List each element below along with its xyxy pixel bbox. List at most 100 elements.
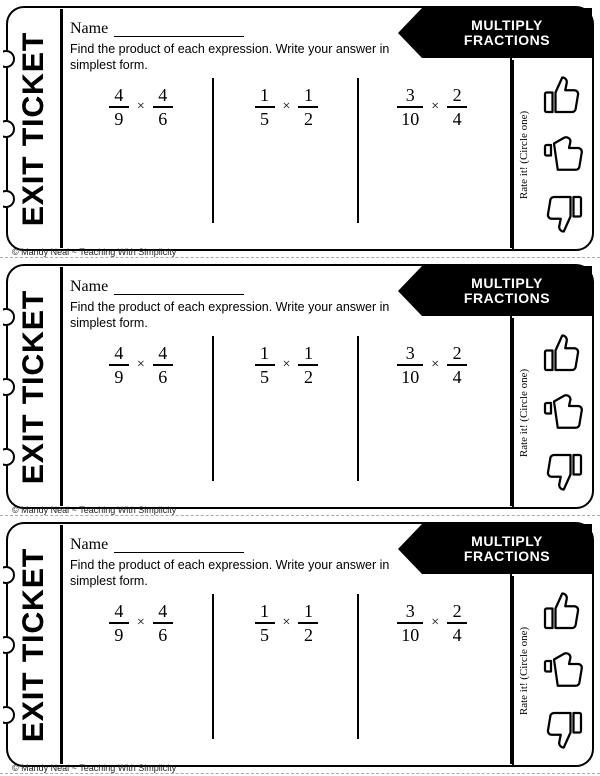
rate-it-column: Rate it! (Circle one) xyxy=(512,60,592,249)
problem-cell: 310×24 xyxy=(359,78,505,233)
thumbs-group xyxy=(534,318,592,507)
fraction: 46 xyxy=(153,86,173,128)
fraction: 12 xyxy=(298,86,318,128)
numerator: 1 xyxy=(300,344,317,364)
fraction: 15 xyxy=(255,602,275,644)
numerator: 1 xyxy=(256,602,273,622)
expression: 15×12 xyxy=(255,86,319,128)
times-operator: × xyxy=(137,615,145,631)
thumbs-up-icon[interactable] xyxy=(539,328,587,376)
expression: 15×12 xyxy=(255,344,319,386)
thumbs-up-icon[interactable] xyxy=(539,70,587,118)
denominator: 4 xyxy=(449,624,466,644)
thumbs-side-icon[interactable] xyxy=(539,388,587,436)
numerator: 1 xyxy=(300,602,317,622)
problem-cell: 310×24 xyxy=(359,594,505,749)
denominator: 6 xyxy=(154,624,171,644)
exit-ticket: EXIT TICKET Name MULTIPLYFRACTIONS Find the… xyxy=(0,516,600,774)
fraction: 49 xyxy=(109,86,129,128)
exit-ticket-label: EXIT TICKET xyxy=(8,8,60,249)
thumbs-down-icon[interactable] xyxy=(539,449,587,497)
denominator: 2 xyxy=(300,624,317,644)
thumbs-down-icon[interactable] xyxy=(539,191,587,239)
fraction: 310 xyxy=(397,602,423,644)
problem-cell: 49×46 xyxy=(68,336,214,491)
numerator: 4 xyxy=(110,86,127,106)
name-input-line[interactable] xyxy=(114,279,244,295)
instructions-text: Find the product of each expression. Wri… xyxy=(70,558,400,589)
fraction: 12 xyxy=(298,602,318,644)
numerator: 4 xyxy=(110,344,127,364)
denominator: 10 xyxy=(397,108,423,128)
problem-cell: 49 × 4 6 xyxy=(68,594,214,749)
times-operator: × xyxy=(283,99,291,115)
problems-row: 49×4615×12310×24 xyxy=(68,78,505,233)
exit-ticket-label: EXIT TICKET xyxy=(8,266,60,507)
fraction: 310 xyxy=(397,86,423,128)
banner-line-2: FRACTIONS xyxy=(464,291,550,306)
title-banner: MULTIPLYFRACTIONS xyxy=(422,524,592,574)
exit-ticket: EXIT TICKET Name MULTIPLYFRACTIONS Find the… xyxy=(0,258,600,516)
fraction: 310 xyxy=(397,344,423,386)
times-operator: × xyxy=(283,357,291,373)
divider-line xyxy=(60,525,63,764)
problem-cell: 15×12 xyxy=(214,78,360,233)
numerator: 3 xyxy=(402,344,419,364)
numerator: 4 xyxy=(154,344,171,364)
times-operator: × xyxy=(283,615,291,631)
thumbs-side-icon[interactable] xyxy=(539,130,587,178)
numerator: 1 xyxy=(300,86,317,106)
denominator: 9 xyxy=(110,624,127,644)
numerator: 1 xyxy=(256,86,273,106)
banner-line-1: MULTIPLY xyxy=(471,18,543,33)
times-operator: × xyxy=(137,357,145,373)
thumbs-group xyxy=(534,576,592,765)
fraction: 49 xyxy=(109,344,129,386)
thumbs-up-icon[interactable] xyxy=(539,586,587,634)
numerator: 3 xyxy=(402,602,419,622)
banner-line-2: FRACTIONS xyxy=(464,549,550,564)
expression: 310×24 xyxy=(397,344,467,386)
name-label: Name xyxy=(70,536,108,554)
name-input-line[interactable] xyxy=(114,21,244,37)
numerator: 3 xyxy=(402,86,419,106)
numerator: 4 xyxy=(154,86,171,106)
times-operator: × xyxy=(137,99,145,115)
numerator: 2 xyxy=(449,602,466,622)
problem-cell: 15×12 xyxy=(214,336,360,491)
exit-ticket: EXIT TICKETNameMULTIPLYFRACTIONSFind the… xyxy=(0,0,600,258)
denominator: 5 xyxy=(256,624,273,644)
denominator: 4 xyxy=(449,366,466,386)
rate-it-label: Rate it! (Circle one) xyxy=(514,576,534,765)
numerator: 2 xyxy=(449,344,466,364)
fraction: 46 xyxy=(153,344,173,386)
thumbs-down-icon[interactable] xyxy=(539,707,587,755)
rate-it-column: Rate it! (Circle one) xyxy=(512,576,592,765)
denominator: 9 xyxy=(110,366,127,386)
fraction: 49 xyxy=(109,602,129,644)
expression: 49 × 4 6 xyxy=(109,602,173,644)
thumbs-side-icon[interactable] xyxy=(539,646,587,694)
fraction: 24 xyxy=(447,602,467,644)
problem-cell: 310×24 xyxy=(359,336,505,491)
copyright-text: © Mandy Neal ~ Teaching With Simplicity xyxy=(12,247,176,257)
denominator: 4 xyxy=(449,108,466,128)
title-banner: MULTIPLYFRACTIONS xyxy=(422,266,592,316)
name-input-line[interactable] xyxy=(114,537,244,553)
divider-line xyxy=(60,267,63,506)
name-label: Name xyxy=(70,278,108,296)
banner-line-2: FRACTIONS xyxy=(464,33,550,48)
denominator: 2 xyxy=(300,108,317,128)
instructions-text: Find the product of each expression. Wri… xyxy=(70,300,400,331)
divider-line xyxy=(60,9,63,248)
denominator: 10 xyxy=(397,624,423,644)
expression: 49×46 xyxy=(109,344,173,386)
denominator: 6 xyxy=(154,108,171,128)
instructions-text: Find the product of each expression. Wri… xyxy=(70,42,400,73)
rate-it-label: Rate it! (Circle one) xyxy=(514,60,534,249)
exit-ticket-label: EXIT TICKET xyxy=(8,524,60,765)
problem-cell: 15×12 xyxy=(214,594,360,749)
numerator: 4 xyxy=(110,602,127,622)
denominator: 10 xyxy=(397,366,423,386)
fraction: 24 xyxy=(447,344,467,386)
